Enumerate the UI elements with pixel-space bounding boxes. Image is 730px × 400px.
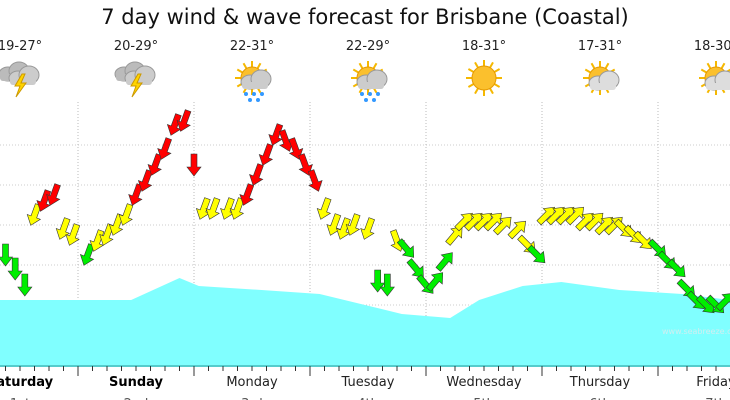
wind-arrow — [526, 244, 546, 264]
temperature-range: 18-31° — [462, 39, 506, 54]
wind-arrow — [0, 243, 14, 267]
wind-arrow — [565, 206, 584, 226]
date-label: 6th — [589, 397, 611, 400]
wind-arrow — [157, 137, 172, 160]
wind-arrow — [307, 169, 323, 192]
day-label: Monday — [226, 375, 278, 390]
wave-area — [0, 278, 730, 366]
wind-arrows — [0, 109, 730, 314]
wind-arrow — [667, 258, 686, 278]
wind-arrow — [195, 197, 211, 220]
wind-arrow — [55, 217, 71, 240]
date-label: 5th — [473, 397, 495, 400]
temperature-range: 18-30° — [694, 39, 730, 54]
watermark: www.seabreeze.com.au — [662, 327, 730, 336]
date-label: 2nd — [124, 397, 149, 400]
wind-arrow — [166, 113, 182, 136]
day-label: Sunday — [109, 375, 164, 390]
sun-icon — [466, 60, 502, 96]
sun-cloud-icon — [583, 61, 620, 95]
date-label: 3rd — [241, 397, 263, 400]
wind-arrow — [268, 123, 284, 146]
wind-arrow — [65, 223, 81, 246]
day-wednesday: 18-31° Wednesday 5th — [446, 39, 522, 400]
wind-arrow — [288, 137, 304, 160]
wind-arrow — [249, 163, 264, 186]
wind-arrow — [186, 153, 202, 177]
wind-arrow — [345, 213, 361, 236]
day-thursday: 17-31° Thursday 6th — [569, 39, 631, 400]
sun-rain-icon — [351, 61, 388, 102]
day-headers: 19-27° Saturday 1st 20-29° Sunday 2nd 22-31° Mo… — [0, 39, 730, 400]
day-label: Friday — [696, 375, 730, 390]
wind-arrow — [696, 294, 715, 314]
day-saturday: 19-27° Saturday 1st — [0, 39, 54, 400]
wind-arrow — [483, 212, 502, 232]
day-label: Wednesday — [446, 375, 522, 390]
wind-arrow — [379, 273, 395, 297]
day-label: Tuesday — [341, 375, 395, 390]
date-label: 1st — [10, 397, 30, 400]
temperature-range: 19-27° — [0, 39, 42, 54]
day-sunday: 20-29° Sunday 2nd — [109, 39, 164, 400]
date-label: 4th — [357, 397, 379, 400]
wind-arrow — [298, 153, 313, 176]
thunderstorm-icon — [0, 61, 40, 98]
chart-title: 7 day wind & wave forecast for Brisbane … — [101, 5, 629, 29]
wind-arrow — [507, 220, 526, 240]
wind-arrow — [258, 143, 274, 166]
wind-arrow — [584, 212, 604, 232]
wind-arrow — [425, 272, 444, 292]
wind-arrow — [360, 217, 375, 240]
x-axis — [0, 365, 730, 376]
wind-arrow — [205, 197, 221, 220]
sun-rain-icon — [235, 61, 272, 102]
wind-arrow — [239, 183, 255, 206]
wind-arrow — [17, 273, 33, 297]
temperature-range: 17-31° — [578, 39, 622, 54]
wind-arrow — [435, 252, 453, 272]
temperature-range: 22-31° — [230, 39, 274, 54]
thunderstorm-icon — [114, 61, 156, 98]
day-tuesday: 22-29° Tuesday 4th — [341, 39, 395, 400]
wind-arrow — [176, 109, 192, 132]
day-friday: 18-30° Friday 7th — [694, 39, 730, 400]
day-label: Thursday — [569, 375, 631, 390]
wind-arrow — [336, 217, 351, 240]
day-monday: 22-31° Monday 3rd — [226, 39, 278, 400]
temperature-range: 22-29° — [346, 39, 390, 54]
temperature-range: 20-29° — [114, 39, 158, 54]
wind-arrow — [406, 258, 424, 278]
wind-arrow — [7, 257, 23, 281]
wind-arrow — [493, 216, 512, 236]
wind-arrow — [46, 183, 61, 206]
wind-arrow — [316, 197, 332, 220]
wind-arrow — [220, 197, 235, 220]
wind-arrow — [118, 203, 134, 226]
day-label: Saturday — [0, 375, 54, 390]
date-label: 7th — [705, 397, 727, 400]
sun-cloud-icon — [699, 61, 730, 95]
wind-arrow — [396, 238, 415, 258]
